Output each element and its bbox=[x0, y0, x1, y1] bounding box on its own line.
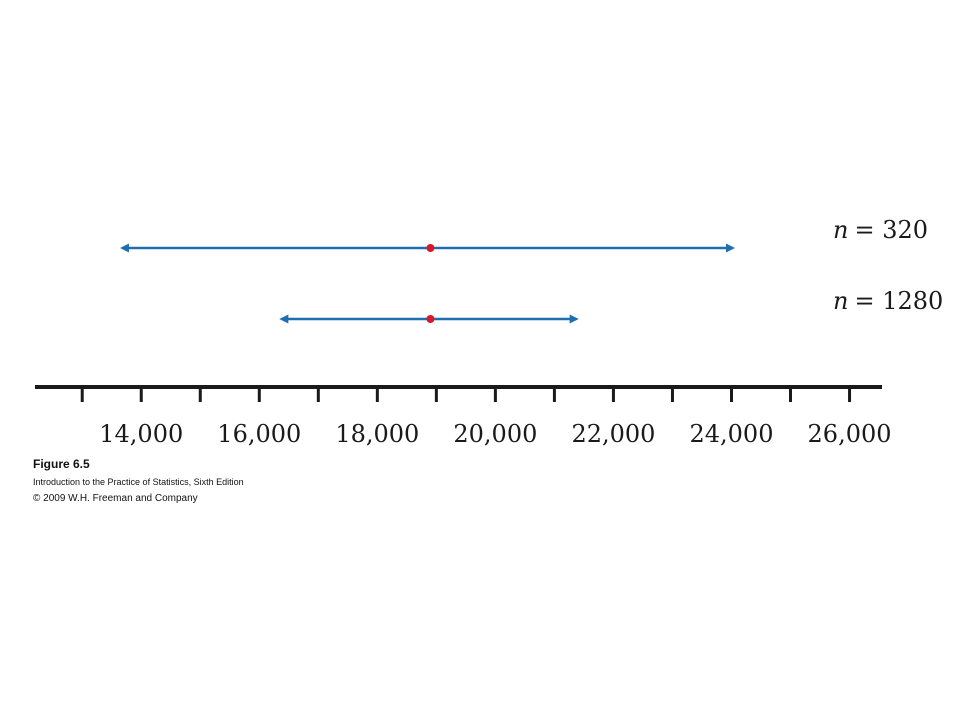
x-tick-label: 20,000 bbox=[453, 420, 537, 448]
x-tick-label: 26,000 bbox=[808, 420, 892, 448]
x-tick-label: 24,000 bbox=[689, 420, 773, 448]
x-tick-label: 22,000 bbox=[571, 420, 655, 448]
x-tick-label: 16,000 bbox=[217, 420, 301, 448]
sample-size-labels: n = 320 n = 1280 bbox=[833, 216, 943, 315]
book-title: Introduction to the Practice of Statisti… bbox=[33, 477, 244, 487]
x-axis-tick-labels: 14,000 16,000 18,000 20,000 22,000 24,000 26,0… bbox=[99, 420, 891, 448]
confidence-intervals bbox=[119, 243, 736, 324]
x-tick-label: 14,000 bbox=[99, 420, 183, 448]
n-label: n = 320 bbox=[833, 216, 928, 244]
n-label: n = 1280 bbox=[833, 287, 943, 315]
x-axis-ticks bbox=[80, 387, 852, 402]
x-tick-label: 18,000 bbox=[335, 420, 419, 448]
interval-center-point bbox=[426, 315, 435, 323]
interval-center-point bbox=[426, 244, 435, 252]
copyright-notice: © 2009 W.H. Freeman and Company bbox=[33, 493, 198, 504]
figure-title: Figure 6.5 bbox=[33, 457, 90, 471]
